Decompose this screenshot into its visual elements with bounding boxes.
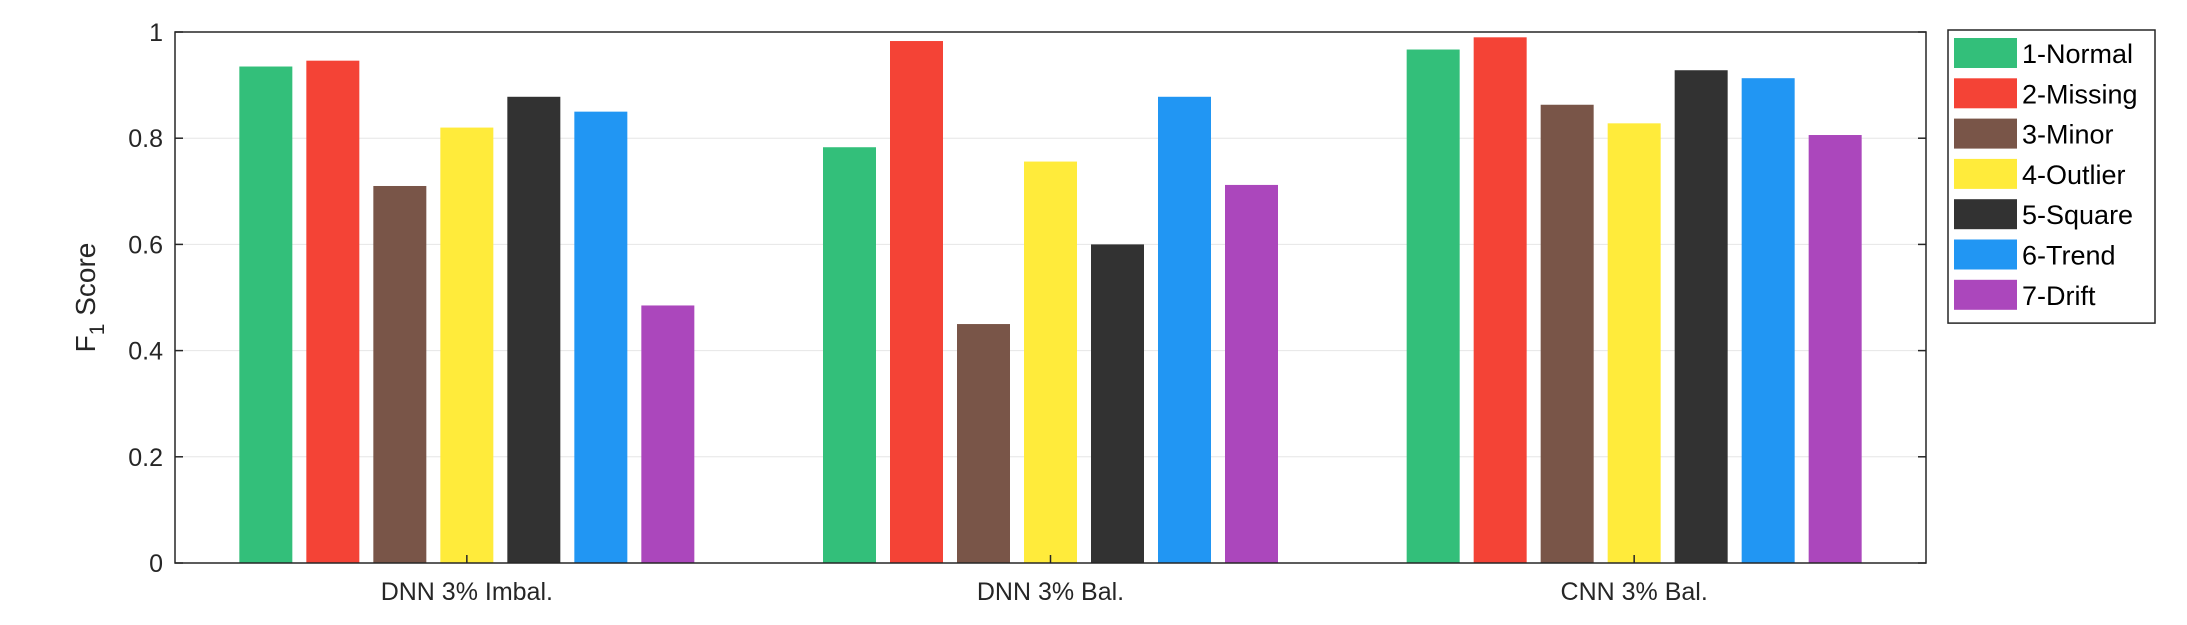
legend-swatch — [1954, 279, 2017, 310]
legend-label: 3-Minor — [2022, 120, 2114, 150]
bar-4-outlier — [1607, 123, 1661, 563]
bar-6-trend — [1741, 78, 1795, 564]
legend-label: 1-Normal — [2022, 39, 2133, 69]
legend-label: 5-Square — [2022, 200, 2133, 230]
bar-7-drift — [641, 305, 695, 563]
legend-swatch — [1954, 158, 2017, 189]
y-axis-label-rest: Score — [70, 243, 101, 324]
legend-label: 4-Outlier — [2022, 160, 2126, 190]
legend-swatch — [1954, 199, 2017, 230]
bar-7-drift — [1808, 135, 1862, 564]
legend-swatch — [1954, 118, 2017, 149]
x-tick-label: DNN 3% Bal. — [977, 578, 1124, 606]
bar-7-drift — [1225, 184, 1278, 564]
bars — [239, 37, 1862, 564]
bar-4-outlier — [440, 127, 494, 563]
bar-5-square — [1674, 70, 1728, 564]
bar-1-normal — [823, 147, 876, 564]
y-tick-label: 0.6 — [128, 231, 163, 259]
y-axis-label: F1 Score — [70, 243, 109, 353]
bar-4-outlier — [1024, 161, 1077, 563]
bar-6-trend — [1158, 96, 1211, 564]
bar-5-square — [1091, 244, 1144, 563]
y-axis-label-subscript: 1 — [86, 324, 109, 336]
bar-1-normal — [239, 66, 293, 563]
x-axis-ticks: DNN 3% Imbal. DNN 3% Bal. CNN 3% Bal. — [381, 555, 1708, 606]
legend-label: 6-Trend — [2022, 241, 2116, 271]
bar-2-missing — [1473, 37, 1527, 564]
bar-2-missing — [890, 41, 943, 564]
legend-label: 2-Missing — [2022, 79, 2138, 109]
y-axis-label-main: F — [70, 335, 101, 352]
x-tick-label: CNN 3% Bal. — [1561, 578, 1708, 606]
legend-label: 7-Drift — [2022, 281, 2096, 311]
y-tick-label: 0.2 — [128, 444, 163, 472]
bar-1-normal — [1406, 49, 1460, 563]
x-tick-label: DNN 3% Imbal. — [381, 578, 553, 606]
y-tick-label: 0.8 — [128, 125, 163, 153]
legend-swatch — [1954, 38, 2017, 68]
y-tick-label: 0 — [149, 550, 163, 578]
bar-5-square — [507, 96, 561, 564]
bar-3-minor — [1540, 104, 1594, 563]
bar-2-missing — [306, 60, 360, 563]
legend-swatch — [1954, 239, 2017, 270]
y-tick-label: 0.4 — [128, 338, 163, 366]
legend-swatch — [1954, 78, 2017, 109]
legend: 1-Normal 2-Missing 3-Minor 4-Outlier 5-Squar… — [1947, 29, 2156, 324]
y-axis-ticks: 0 0.2 0.4 0.6 0.8 1 — [128, 19, 1926, 578]
y-tick-label: 1 — [149, 19, 163, 47]
bar-6-trend — [574, 111, 628, 564]
bar-3-minor — [373, 185, 427, 564]
bar-3-minor — [957, 324, 1010, 563]
